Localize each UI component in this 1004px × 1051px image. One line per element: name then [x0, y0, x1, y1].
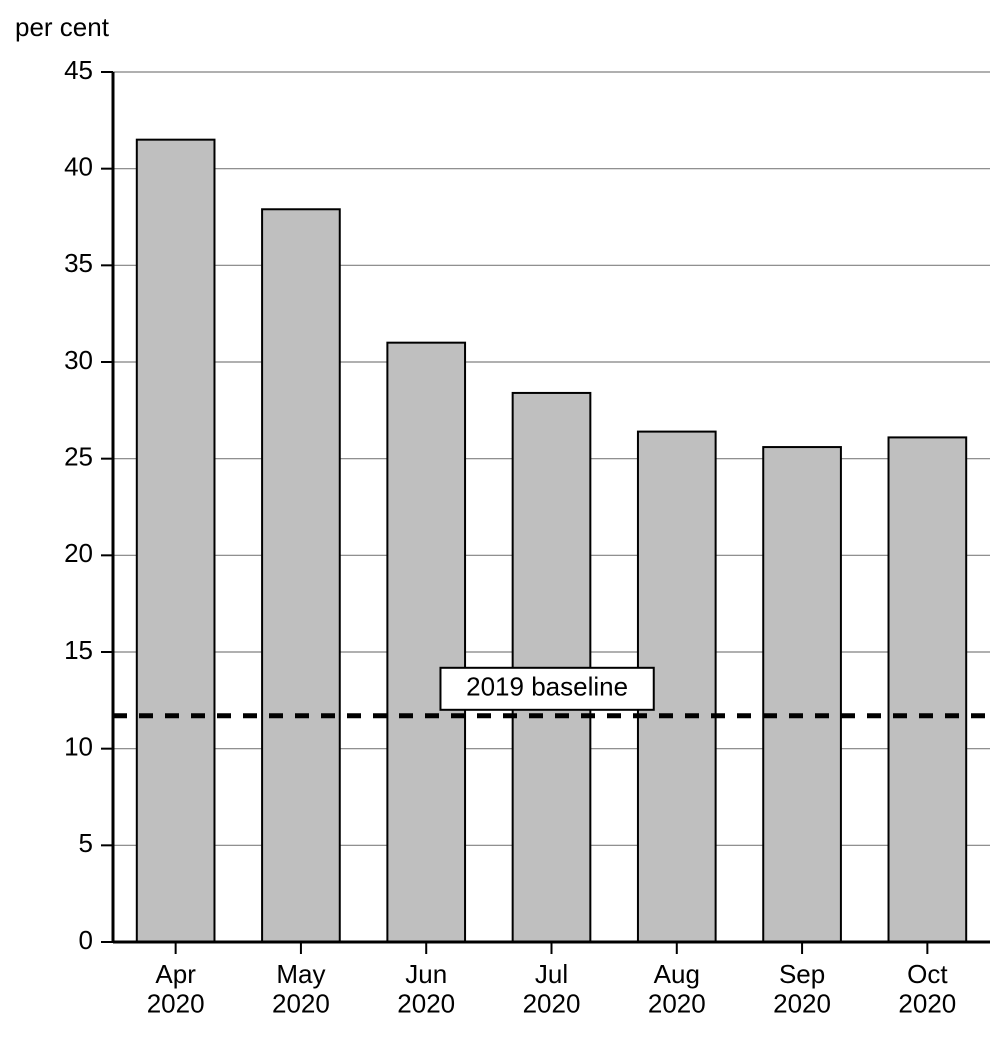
bar	[387, 343, 465, 942]
x-tick-label-line2: 2020	[147, 989, 205, 1019]
y-tick-label: 35	[64, 248, 93, 278]
chart-svg: 2019 baseline051015202530354045Apr2020Ma…	[0, 0, 1004, 1046]
y-tick-label: 20	[64, 538, 93, 568]
bar	[137, 140, 215, 942]
x-tick-label-line1: Sep	[779, 959, 825, 989]
x-tick-label-line2: 2020	[272, 989, 330, 1019]
x-tick-label-line1: Aug	[654, 959, 700, 989]
bar	[763, 447, 841, 942]
x-tick-label-line1: Apr	[155, 959, 196, 989]
y-tick-label: 40	[64, 152, 93, 182]
y-tick-label: 0	[79, 925, 93, 955]
x-tick-label-line2: 2020	[397, 989, 455, 1019]
baseline-label: 2019 baseline	[466, 672, 628, 702]
bar	[262, 209, 340, 942]
x-tick-label-line1: May	[276, 959, 325, 989]
x-tick-label-line2: 2020	[773, 989, 831, 1019]
y-tick-label: 45	[64, 55, 93, 85]
y-tick-label: 10	[64, 732, 93, 762]
y-axis-title: per cent	[15, 12, 110, 42]
x-tick-label-line2: 2020	[898, 989, 956, 1019]
x-tick-label-line2: 2020	[523, 989, 581, 1019]
y-tick-label: 15	[64, 635, 93, 665]
y-tick-label: 25	[64, 442, 93, 472]
y-tick-label: 30	[64, 345, 93, 375]
x-tick-label-line1: Jun	[405, 959, 447, 989]
bar	[889, 437, 967, 942]
x-tick-label-line1: Jul	[535, 959, 568, 989]
y-tick-label: 5	[79, 828, 93, 858]
bar-chart: 2019 baseline051015202530354045Apr2020Ma…	[0, 0, 1004, 1051]
x-tick-label-line2: 2020	[648, 989, 706, 1019]
x-tick-label-line1: Oct	[907, 959, 948, 989]
